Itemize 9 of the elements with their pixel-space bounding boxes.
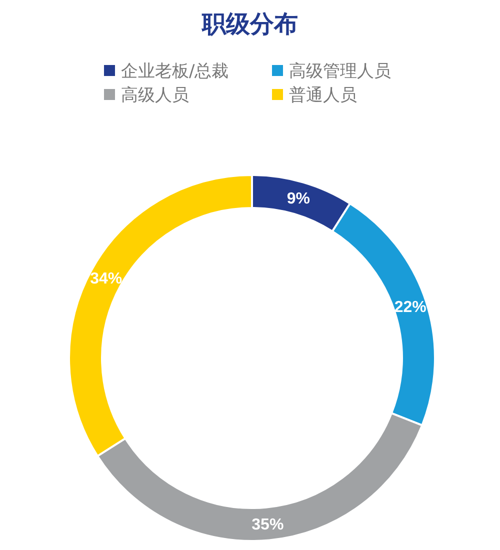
data-label: 34% [90, 270, 122, 288]
data-label: 9% [286, 190, 310, 208]
legend-label: 普通人员 [289, 86, 357, 106]
legend-label: 高级人员 [121, 86, 189, 106]
legend-label: 企业老板/总裁 [121, 62, 229, 82]
chart-title: 职级分布 [201, 10, 298, 38]
legend-label: 高级管理人员 [289, 62, 391, 82]
data-label: 22% [394, 299, 426, 316]
data-label: 35% [252, 516, 284, 534]
